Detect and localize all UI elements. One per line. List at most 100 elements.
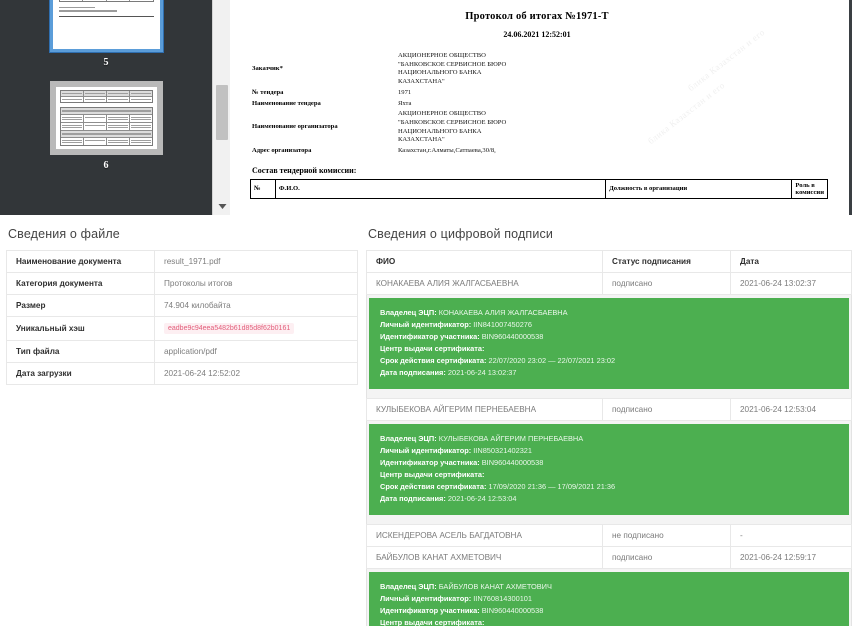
mini-line [58,6,95,9]
details-area: Сведения о файле Наименование документа r… [0,215,852,626]
detail-validity: Срок действия сертификата: 22/07/2020 23… [380,355,838,367]
detail-validity: Срок действия сертификата: 17/09/2020 21… [380,481,838,493]
file-info-key: Наименование документа [6,250,155,273]
document-field-row: Адрес организатора Казахстан,г.Алматы,Сат… [248,146,826,157]
thumbnail-sidebar: 5 [0,0,230,215]
signature-detail-card: Владелец ЭЦП: КОНАКАЕВА АЛИЯ ЖАЛГАСБАЕВН… [369,298,849,389]
document-field-value: АКЦИОНЕРНОЕ ОБЩЕСТВО "БАНКОВСКОЕ СЕРВИСНО… [398,110,507,144]
detail-participant-id-value: BIN960440000538 [479,457,544,467]
signature-header-fio: ФИО [366,250,603,273]
detail-ca-label: Центр выдачи сертификата: [380,617,485,626]
signature-fio: БАЙБУЛОВ КАНАТ АХМЕТОВИЧ [366,545,603,569]
file-info-row: Размер 74.904 килобайта [6,294,358,317]
detail-personal-id-value: IIN850321402321 [471,445,533,455]
file-info-row: Категория документа Протоколы итогов [6,272,358,295]
detail-participant-id-value: BIN960440000538 [479,605,544,615]
detail-participant-id: Идентификатор участника: BIN960440000538 [380,605,838,617]
document-field-label: Наименование организатора [252,123,338,131]
signature-detail-row: Владелец ЭЦП: КУЛЫБЕКОВА АЙГЕРИМ ПЕРНЕБА… [366,420,852,525]
detail-ca-label: Центр выдачи сертификата: [380,469,485,479]
signature-table: ФИО Статус подписания Дата КОНАКАЕВА АЛИ… [366,250,852,626]
file-info-key: Уникальный хэш [6,316,155,341]
detail-ca: Центр выдачи сертификата: [380,469,838,481]
document-field-label: Заказчик* [252,65,283,73]
signature-row[interactable]: КОНАКАЕВА АЛИЯ ЖАЛГАСБАЕВНА подписано 2021… [366,272,852,295]
detail-participant-id: Идентификатор участника: BIN960440000538 [380,331,838,343]
file-info-rows: Наименование документа result_1971.pdf Кат… [6,250,358,385]
detail-validity-label: Срок действия сертификата: [380,481,487,491]
detail-signed-at-value: 2021-06-24 12:53:04 [445,493,517,503]
pdf-viewer: 5 [0,0,852,215]
signature-row[interactable]: ИСКЕНДЕРОВА АСЕЛЬ БАГДАТОВНА не подписано… [366,523,852,547]
detail-personal-id: Личный идентификатор: IIN760814300101 [380,593,838,605]
thumbnail-item[interactable]: 5 [0,0,212,81]
file-info-title: Сведения о файле [8,227,120,241]
mini-table [59,90,153,104]
detail-owner-value: КУЛЫБЕКОВА АЙГЕРИМ ПЕРНЕБАЕВНА [436,433,584,443]
signature-fio: ИСКЕНДЕРОВА АСЕЛЬ БАГДАТОВНА [366,523,603,547]
detail-owner-value: БАЙБУЛОВ КАНАТ АХМЕТОВИЧ [436,581,552,591]
signature-detail-cell: Владелец ЭЦП: КОНАКАЕВА АЛИЯ ЖАЛГАСБАЕВН… [366,294,852,399]
document-field-row: Наименование тендера Яхта [248,99,826,110]
detail-personal-id: Личный идентификатор: IIN850321402321 [380,445,838,457]
signature-date: 2021-06-24 13:02:37 [730,272,852,295]
file-info-row: Наименование документа result_1971.pdf [6,250,358,273]
commission-header-cell: Должность в организации [605,178,793,199]
detail-participant-id-label: Идентификатор участника: [380,605,480,615]
document-page-pane[interactable]: бликa Казахстан и его бликa Казахстан и … [230,0,852,215]
document-field-value: АКЦИОНЕРНОЕ ОБЩЕСТВО "БАНКОВСКОЕ СЕРВИСНО… [398,52,507,86]
file-info-key: Дата загрузки [6,362,155,385]
signature-info-title: Сведения о цифровой подписи [368,227,554,241]
commission-table: № Ф.И.О. Должность в организации Роль в ком… [250,178,828,199]
file-info-key: Тип файла [6,340,155,363]
document-field-value: Яхта [398,99,412,107]
file-info-key: Размер [6,294,155,317]
thumbnail-item[interactable]: 6 [0,81,212,184]
signature-fio: КУЛЫБЕКОВА АЙГЕРИМ ПЕРНЕБАЕВНА [366,397,603,421]
document-field-row: Наименование организатора АКЦИОНЕРНОЕ ОБЩ… [248,109,826,146]
detail-personal-id-label: Личный идентификатор: [380,445,472,455]
detail-owner-value: КОНАКАЕВА АЛИЯ ЖАЛГАСБАЕВНА [436,308,568,317]
file-info-row: Дата загрузки 2021-06-24 12:52:02 [6,362,358,385]
document-field-label: № тендера [252,88,284,96]
thumbnail-page-preview[interactable] [48,0,164,53]
file-info-value: 2021-06-24 12:52:02 [154,362,358,385]
file-info-value: result_1971.pdf [154,250,358,273]
detail-owner-label: Владелец ЭЦП: [380,308,437,317]
detail-owner: Владелец ЭЦП: КОНАКАЕВА АЛИЯ ЖАЛГАСБАЕВН… [380,307,838,319]
detail-signed-at-label: Дата подписания: [380,367,446,377]
file-info-panel: Сведения о файле Наименование документа r… [0,215,366,626]
mini-line [58,10,118,12]
thumbnail-list: 5 [0,0,212,215]
signature-detail-row: Владелец ЭЦП: КОНАКАЕВА АЛИЯ ЖАЛГАСБАЕВН… [366,294,852,399]
document-title: Протокол об итогах №1971-Т [465,11,609,22]
detail-ca: Центр выдачи сертификата: [380,617,838,626]
detail-personal-id-value: IIN760814300101 [471,593,533,603]
detail-owner-label: Владелец ЭЦП: [380,581,437,591]
signature-row[interactable]: КУЛЫБЕКОВА АЙГЕРИМ ПЕРНЕБАЕВНА подписано 2… [366,397,852,421]
document-field-rows: Заказчик* АКЦИОНЕРНОЕ ОБЩЕСТВО "БАНКОВСКОЕ… [248,51,826,157]
document-field-row: № тендера 1971 [248,88,826,99]
thumbnail-scrollbar[interactable] [212,0,230,215]
mini-table [58,0,154,2]
scroll-down-arrow-icon[interactable] [213,198,230,215]
signature-row[interactable]: БАЙБУЛОВ КАНАТ АХМЕТОВИЧ подписано 2021-06… [366,545,852,569]
signature-fio: КОНАКАЕВА АЛИЯ ЖАЛГАСБАЕВНА [366,272,603,295]
detail-participant-id: Идентификатор участника: BIN960440000538 [380,457,838,469]
detail-owner: Владелец ЭЦП: КУЛЫБЕКОВА АЙГЕРИМ ПЕРНЕБА… [380,433,838,445]
commission-header-cell: № [250,178,276,199]
thumbnail-page-preview[interactable] [49,81,163,155]
detail-validity-value: 22/07/2020 23:02 — 22/07/2021 23:02 [486,355,616,365]
signature-date: 2021-06-24 12:59:17 [730,545,852,569]
thumbnail-scrollbar-thumb[interactable] [216,85,228,140]
file-info-row: Тип файла application/pdf [6,340,358,363]
signature-status: не подписано [602,523,731,547]
file-info-value: eadbe9c94eea5482b61d85d8f62b0161 [154,316,358,341]
detail-owner-label: Владелец ЭЦП: [380,433,437,443]
signature-detail-card: Владелец ЭЦП: КУЛЫБЕКОВА АЙГЕРИМ ПЕРНЕБА… [369,423,849,515]
file-info-value: Протоколы итогов [154,272,358,295]
thumbnail-page-number: 5 [103,57,109,68]
commission-header-cell: Ф.И.О. [274,178,607,199]
signature-date: - [730,523,852,547]
document-field-row: Заказчик* АКЦИОНЕРНОЕ ОБЩЕСТВО "БАНКОВСКОЕ… [248,51,826,88]
